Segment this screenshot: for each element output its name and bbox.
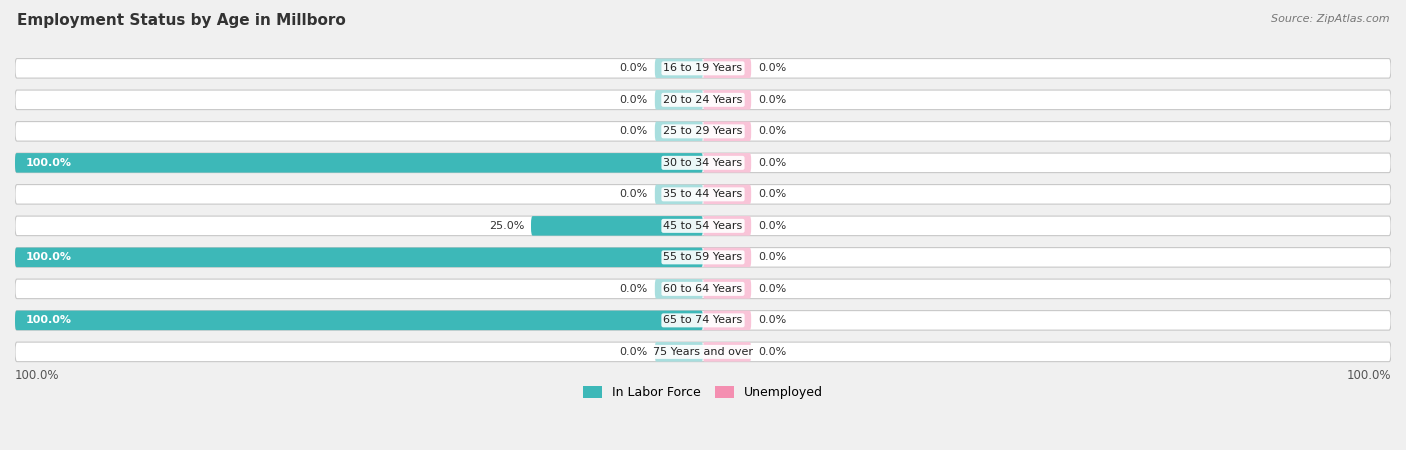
- Text: 25.0%: 25.0%: [489, 221, 524, 231]
- FancyBboxPatch shape: [703, 90, 751, 110]
- Text: 0.0%: 0.0%: [620, 63, 648, 73]
- FancyBboxPatch shape: [703, 342, 751, 362]
- Text: 0.0%: 0.0%: [758, 315, 786, 325]
- Text: 0.0%: 0.0%: [758, 95, 786, 105]
- Text: 55 to 59 Years: 55 to 59 Years: [664, 252, 742, 262]
- Text: 45 to 54 Years: 45 to 54 Years: [664, 221, 742, 231]
- FancyBboxPatch shape: [15, 153, 1391, 173]
- Text: 0.0%: 0.0%: [758, 126, 786, 136]
- FancyBboxPatch shape: [655, 58, 703, 78]
- FancyBboxPatch shape: [15, 310, 1391, 330]
- FancyBboxPatch shape: [655, 342, 703, 362]
- Text: 0.0%: 0.0%: [620, 347, 648, 357]
- FancyBboxPatch shape: [15, 90, 1391, 110]
- FancyBboxPatch shape: [703, 310, 751, 330]
- Text: 0.0%: 0.0%: [620, 95, 648, 105]
- Text: 0.0%: 0.0%: [758, 158, 786, 168]
- FancyBboxPatch shape: [15, 342, 1391, 362]
- Text: 75 Years and over: 75 Years and over: [652, 347, 754, 357]
- FancyBboxPatch shape: [15, 248, 1391, 267]
- FancyBboxPatch shape: [15, 122, 1391, 141]
- FancyBboxPatch shape: [15, 248, 703, 267]
- FancyBboxPatch shape: [703, 153, 751, 173]
- Text: 100.0%: 100.0%: [1347, 369, 1391, 382]
- Text: 0.0%: 0.0%: [758, 347, 786, 357]
- Text: 25 to 29 Years: 25 to 29 Years: [664, 126, 742, 136]
- FancyBboxPatch shape: [703, 216, 751, 236]
- FancyBboxPatch shape: [15, 184, 1391, 204]
- Legend: In Labor Force, Unemployed: In Labor Force, Unemployed: [578, 381, 828, 404]
- FancyBboxPatch shape: [655, 279, 703, 299]
- Text: 0.0%: 0.0%: [620, 189, 648, 199]
- Text: 0.0%: 0.0%: [758, 63, 786, 73]
- Text: 100.0%: 100.0%: [25, 252, 72, 262]
- Text: 100.0%: 100.0%: [15, 369, 59, 382]
- Text: 60 to 64 Years: 60 to 64 Years: [664, 284, 742, 294]
- FancyBboxPatch shape: [703, 184, 751, 204]
- FancyBboxPatch shape: [703, 248, 751, 267]
- FancyBboxPatch shape: [15, 279, 1391, 299]
- Text: 0.0%: 0.0%: [758, 284, 786, 294]
- Text: 0.0%: 0.0%: [620, 284, 648, 294]
- Text: Employment Status by Age in Millboro: Employment Status by Age in Millboro: [17, 14, 346, 28]
- Text: 35 to 44 Years: 35 to 44 Years: [664, 189, 742, 199]
- FancyBboxPatch shape: [15, 153, 703, 173]
- FancyBboxPatch shape: [655, 90, 703, 110]
- FancyBboxPatch shape: [703, 279, 751, 299]
- Text: 0.0%: 0.0%: [758, 189, 786, 199]
- Text: 100.0%: 100.0%: [25, 158, 72, 168]
- Text: 30 to 34 Years: 30 to 34 Years: [664, 158, 742, 168]
- Text: Source: ZipAtlas.com: Source: ZipAtlas.com: [1271, 14, 1389, 23]
- FancyBboxPatch shape: [15, 58, 1391, 78]
- FancyBboxPatch shape: [15, 310, 703, 330]
- FancyBboxPatch shape: [703, 122, 751, 141]
- FancyBboxPatch shape: [531, 216, 703, 236]
- FancyBboxPatch shape: [15, 216, 1391, 236]
- FancyBboxPatch shape: [655, 184, 703, 204]
- Text: 0.0%: 0.0%: [758, 221, 786, 231]
- Text: 20 to 24 Years: 20 to 24 Years: [664, 95, 742, 105]
- Text: 16 to 19 Years: 16 to 19 Years: [664, 63, 742, 73]
- Text: 100.0%: 100.0%: [25, 315, 72, 325]
- FancyBboxPatch shape: [655, 122, 703, 141]
- Text: 65 to 74 Years: 65 to 74 Years: [664, 315, 742, 325]
- Text: 0.0%: 0.0%: [620, 126, 648, 136]
- FancyBboxPatch shape: [703, 58, 751, 78]
- Text: 0.0%: 0.0%: [758, 252, 786, 262]
